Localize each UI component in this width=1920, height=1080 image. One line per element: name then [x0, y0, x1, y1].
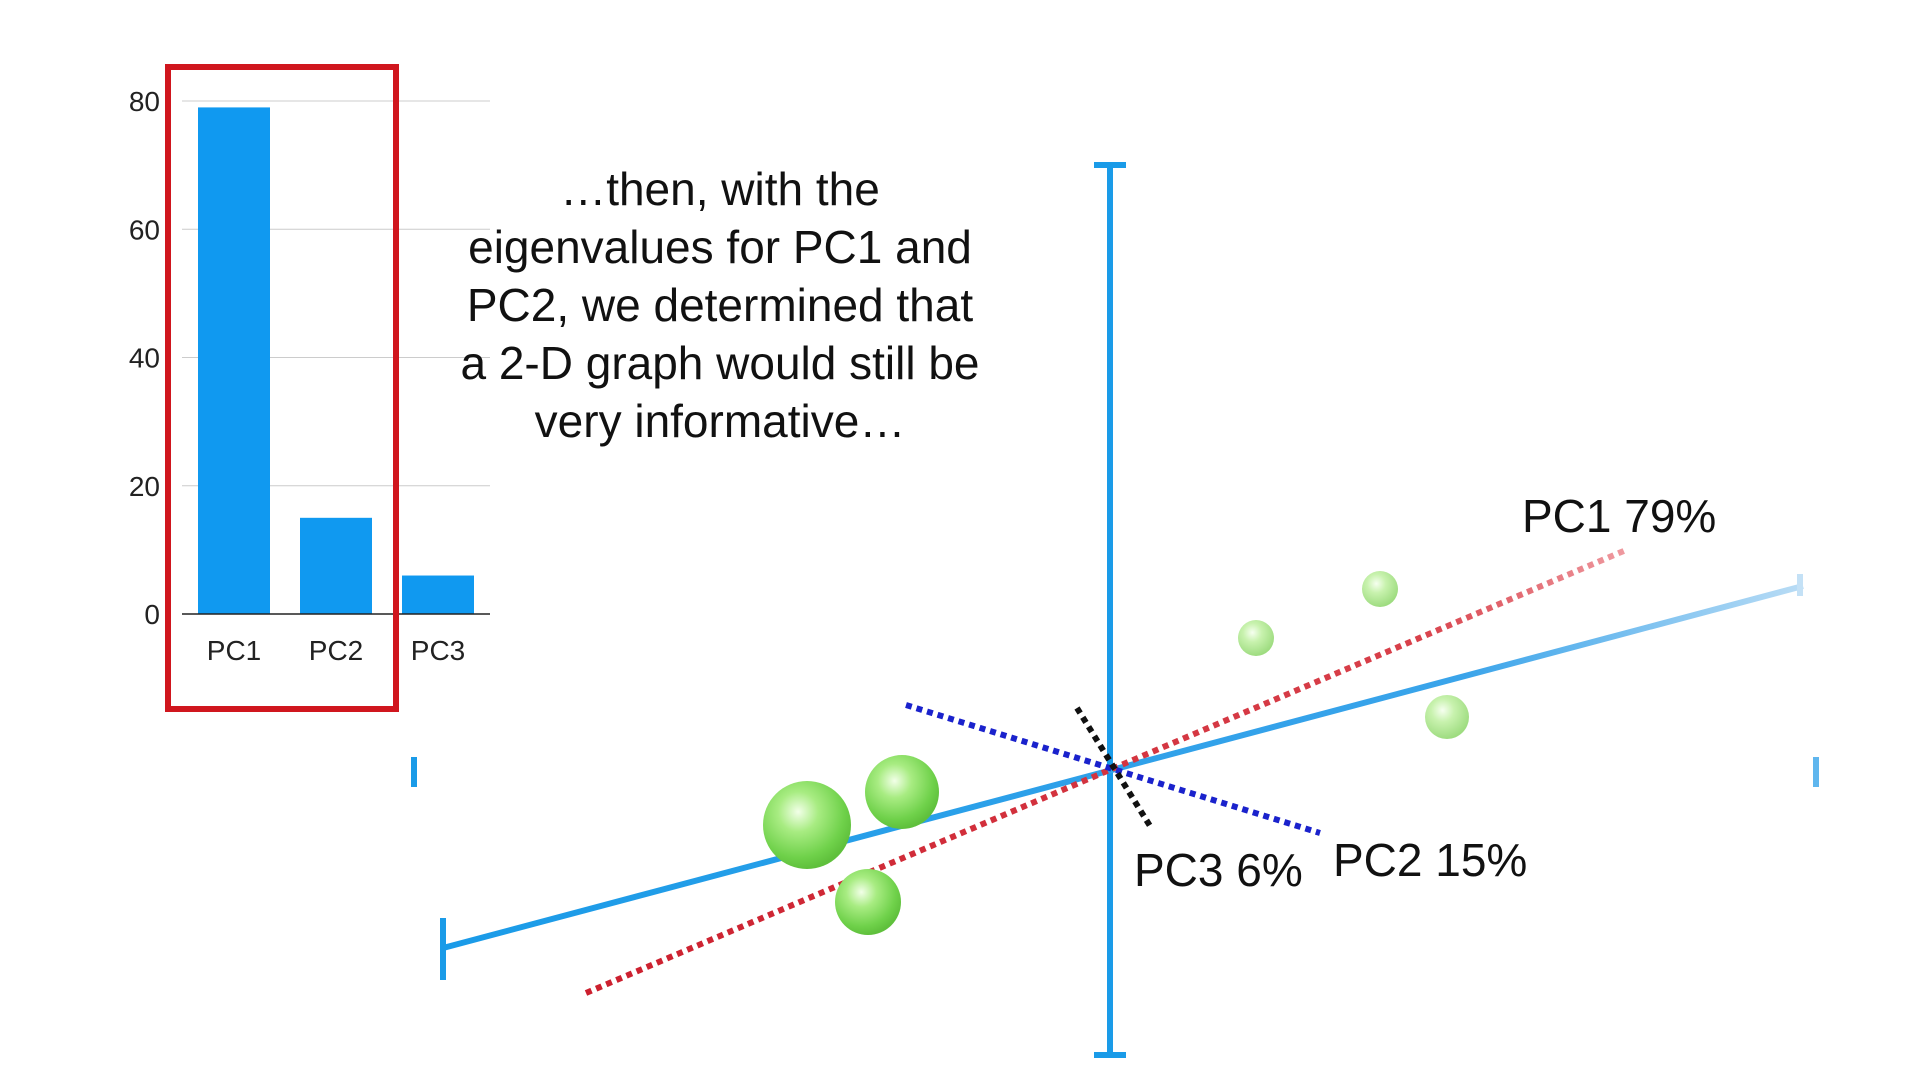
caption-line: very informative…	[534, 395, 906, 447]
pc2-variance-label: PC2 15%	[1333, 834, 1527, 886]
data-point	[1362, 571, 1398, 607]
pc3-variance-label: PC3 6%	[1134, 844, 1303, 896]
caption-line: eigenvalues for PC1 and	[468, 221, 972, 273]
pc1-axis-line	[442, 583, 1804, 951]
chart-y-tick-labels: 0 20 40 60 80	[129, 86, 160, 630]
chart-x-tick-label: PC1	[207, 635, 261, 666]
caption-line: PC2, we determined that	[466, 279, 974, 331]
chart-x-tick-label: PC3	[411, 635, 465, 666]
chart-y-tick-label: 0	[144, 599, 160, 630]
data-point	[1425, 695, 1469, 739]
pca-plot: PC1 79% PC2 15% PC3 6%	[411, 162, 1819, 1058]
caption-text: …then, with the eigenvalues for PC1 and …	[410, 160, 1030, 450]
chart-x-tick-label: PC2	[309, 635, 363, 666]
data-point	[763, 781, 851, 869]
chart-y-tick-label: 80	[129, 86, 160, 117]
data-point	[865, 755, 939, 829]
chart-bar-pc2	[300, 517, 372, 614]
chart-bars	[198, 107, 474, 614]
pc3-dotted-line	[1074, 706, 1153, 828]
caption-line: …then, with the	[560, 163, 880, 215]
chart-y-tick-label: 20	[129, 471, 160, 502]
scree-bar-chart: 0 20 40 60 80 PC1 PC2 PC3	[129, 64, 490, 712]
caption-line: a 2-D graph would still be	[460, 337, 980, 389]
chart-bar-pc3	[402, 575, 474, 614]
chart-bar-pc1	[198, 107, 270, 614]
pc1-dotted-line	[584, 547, 1628, 996]
chart-x-tick-labels: PC1 PC2 PC3	[207, 635, 465, 666]
pc1-pc2-highlight-box	[165, 64, 399, 712]
data-point	[1238, 620, 1274, 656]
pc1-variance-label: PC1 79%	[1522, 490, 1716, 542]
data-point	[835, 869, 901, 935]
chart-y-tick-label: 40	[129, 343, 160, 374]
chart-y-tick-label: 60	[129, 214, 160, 245]
